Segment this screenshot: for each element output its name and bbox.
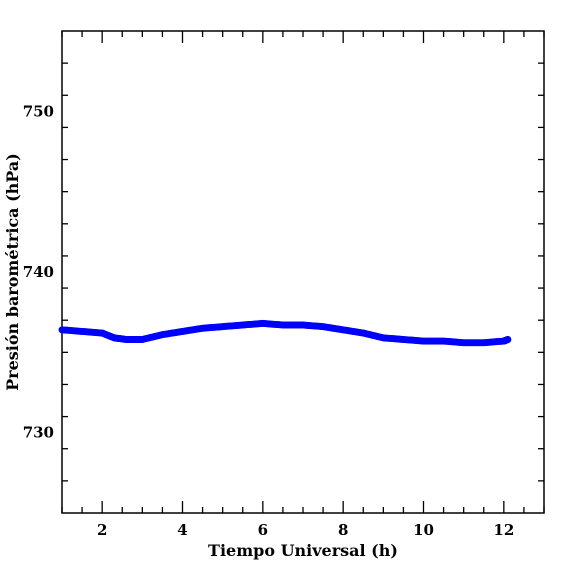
- x-tick-label: 4: [177, 521, 187, 539]
- y-tick-label: 740: [23, 263, 54, 281]
- data-point: [504, 335, 512, 343]
- tick-labels: 2 4 6 8 10 12 730 740 750: [23, 102, 515, 539]
- y-axis-label: Presión barométrica (hPa): [3, 153, 22, 391]
- x-tick-label: 2: [97, 521, 107, 539]
- y-tick-label: 750: [23, 102, 54, 120]
- x-tick-label: 10: [413, 521, 434, 539]
- x-axis-label: Tiempo Universal (h): [208, 541, 398, 560]
- x-tick-label: 8: [338, 521, 348, 539]
- data-points: [58, 319, 512, 347]
- x-tick-label: 12: [493, 521, 514, 539]
- axis-ticks: [61, 31, 545, 513]
- plot-frame: [61, 30, 545, 514]
- y-tick-label: 730: [23, 424, 54, 442]
- x-tick-label: 6: [258, 521, 268, 539]
